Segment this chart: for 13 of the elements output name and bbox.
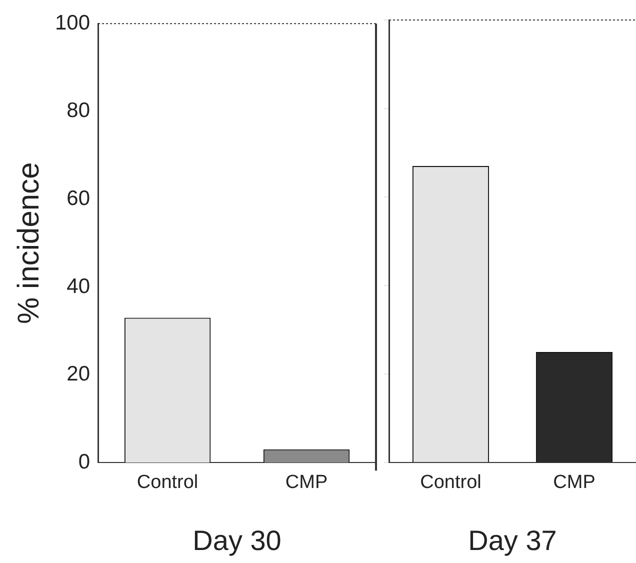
- y-tick-label: 60: [66, 186, 90, 210]
- x-tick-label: Control: [136, 472, 198, 494]
- y-tick-label: 100: [54, 11, 90, 34]
- x-tick-label: CMP: [553, 472, 596, 494]
- x-tick-label: CMP: [285, 472, 328, 494]
- x-tick-label: Control: [420, 472, 482, 494]
- y-tick-label: 0: [78, 450, 90, 474]
- y-tick-label: 40: [66, 274, 90, 298]
- x-axis-title: Day 37: [468, 524, 557, 556]
- x-axis-title: Day 30: [192, 524, 282, 556]
- y-tick-label: 20: [66, 362, 90, 386]
- y-tick-label: 80: [66, 99, 90, 122]
- y-axis-title: % incidence: [12, 162, 46, 324]
